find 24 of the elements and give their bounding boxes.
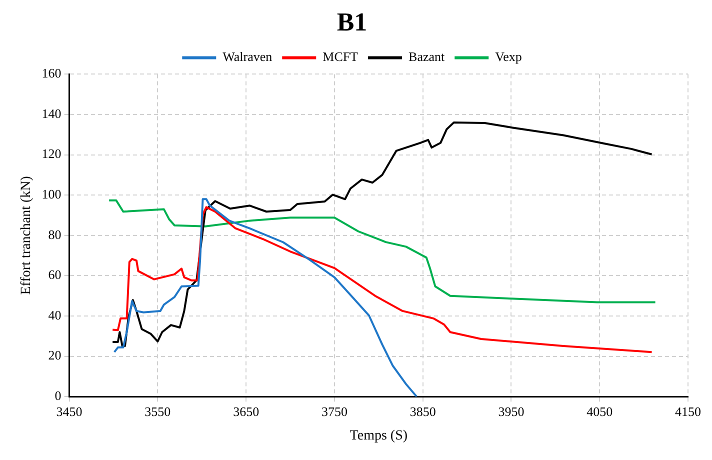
x-tick-label: 3550 (144, 404, 171, 419)
x-tick-label: 4150 (675, 404, 701, 419)
x-tick-label: 3850 (410, 404, 436, 419)
y-tick-label: 80 (48, 226, 62, 242)
y-tick-label: 20 (48, 348, 62, 363)
x-tick-label: 3650 (233, 404, 260, 419)
legend-label: Walraven (222, 49, 273, 64)
chart-title: B1 (336, 7, 368, 36)
y-tick-label: 140 (42, 106, 62, 121)
y-tick-label: 120 (42, 146, 62, 162)
y-axis-title: Effort tranchant (kN) (19, 176, 34, 295)
x-tick-label: 3450 (56, 404, 82, 419)
x-tick-label: 3950 (498, 404, 524, 419)
y-tick-label: 40 (48, 307, 62, 322)
x-axis-title: Temps (S) (350, 428, 408, 444)
legend-label: Bazant (408, 49, 446, 64)
y-tick-label: 0 (54, 388, 62, 404)
x-tick-label: 3750 (321, 404, 348, 419)
legend-label: MCFT (322, 49, 358, 64)
y-tick-label: 60 (48, 267, 62, 282)
y-tick-label: 100 (42, 186, 62, 202)
y-tick-label: 160 (42, 66, 62, 81)
x-tick-label: 4050 (586, 404, 613, 419)
legend-label: Vexp (495, 49, 522, 64)
